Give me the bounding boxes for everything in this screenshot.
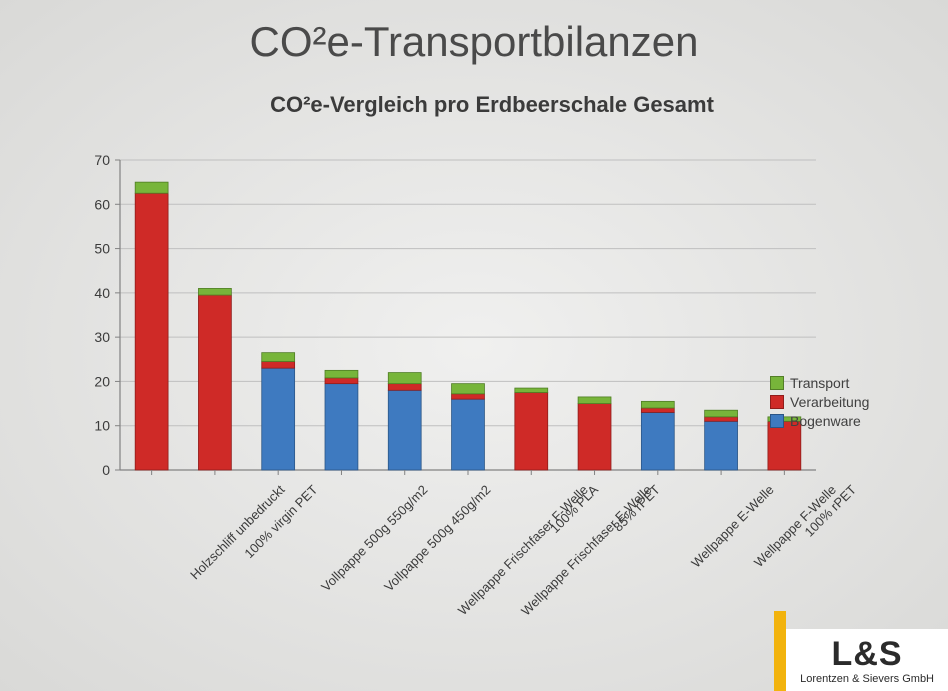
bar-segment xyxy=(388,373,421,384)
legend-item: Transport xyxy=(770,375,869,391)
svg-text:70: 70 xyxy=(94,152,110,168)
bar-segment xyxy=(641,412,674,470)
legend-item: Bogenware xyxy=(770,413,869,429)
svg-text:40: 40 xyxy=(94,285,110,301)
chart-container: CO²e-Vergleich pro Erdbeerschale Gesamt … xyxy=(42,92,902,612)
bar-segment xyxy=(325,378,358,384)
bar-segment xyxy=(515,393,548,471)
svg-text:10: 10 xyxy=(94,418,110,434)
legend-label: Verarbeitung xyxy=(790,394,869,410)
x-axis-label: Vollpappe 500g 550g/m2 xyxy=(318,482,430,594)
bar-segment xyxy=(452,384,485,394)
bar-segment xyxy=(388,384,421,391)
bar-segment xyxy=(325,384,358,470)
x-axis-label: Vollpappe 500g 450g/m2 xyxy=(382,482,494,594)
bar-segment xyxy=(135,182,168,193)
svg-text:60: 60 xyxy=(94,196,110,212)
logo-box: L&S Lorentzen & Sievers GmbH xyxy=(786,629,948,691)
logo-accent-bar xyxy=(774,611,786,691)
legend-label: Bogenware xyxy=(790,413,861,429)
bar-segment xyxy=(578,397,611,404)
logo-subtext: Lorentzen & Sievers GmbH xyxy=(800,673,934,685)
svg-text:30: 30 xyxy=(94,329,110,345)
legend-item: Verarbeitung xyxy=(770,394,869,410)
bar-segment xyxy=(262,362,295,369)
legend-label: Transport xyxy=(790,375,849,391)
bar-segment xyxy=(262,368,295,470)
bar-segment xyxy=(262,353,295,362)
bar-segment xyxy=(452,399,485,470)
legend-swatch xyxy=(770,376,784,390)
logo: L&S Lorentzen & Sievers GmbH xyxy=(774,611,948,691)
svg-text:50: 50 xyxy=(94,241,110,257)
svg-text:0: 0 xyxy=(102,462,110,478)
chart-title: CO²e-Vergleich pro Erdbeerschale Gesamt xyxy=(42,92,902,118)
legend-swatch xyxy=(770,414,784,428)
bar-segment xyxy=(641,408,674,412)
bar-segment xyxy=(198,288,231,295)
bar-segment xyxy=(135,193,168,470)
bar-segment xyxy=(388,390,421,470)
bar-segment xyxy=(641,401,674,408)
svg-text:20: 20 xyxy=(94,373,110,389)
legend-swatch xyxy=(770,395,784,409)
bar-segment xyxy=(198,295,231,470)
bar-segment xyxy=(705,410,738,417)
bar-segment xyxy=(325,370,358,378)
bar-segment xyxy=(578,404,611,470)
stacked-bar-chart: 0 10 20 30 40 50 60 70 xyxy=(42,118,822,478)
page-title: CO²e-Transportbilanzen xyxy=(0,0,948,66)
logo-text: L&S xyxy=(800,637,934,671)
bar-segment xyxy=(515,388,548,392)
bar-segment xyxy=(452,394,485,399)
bar-segment xyxy=(705,421,738,470)
legend: Transport Verarbeitung Bogenware xyxy=(770,372,869,432)
bar-segment xyxy=(705,417,738,421)
